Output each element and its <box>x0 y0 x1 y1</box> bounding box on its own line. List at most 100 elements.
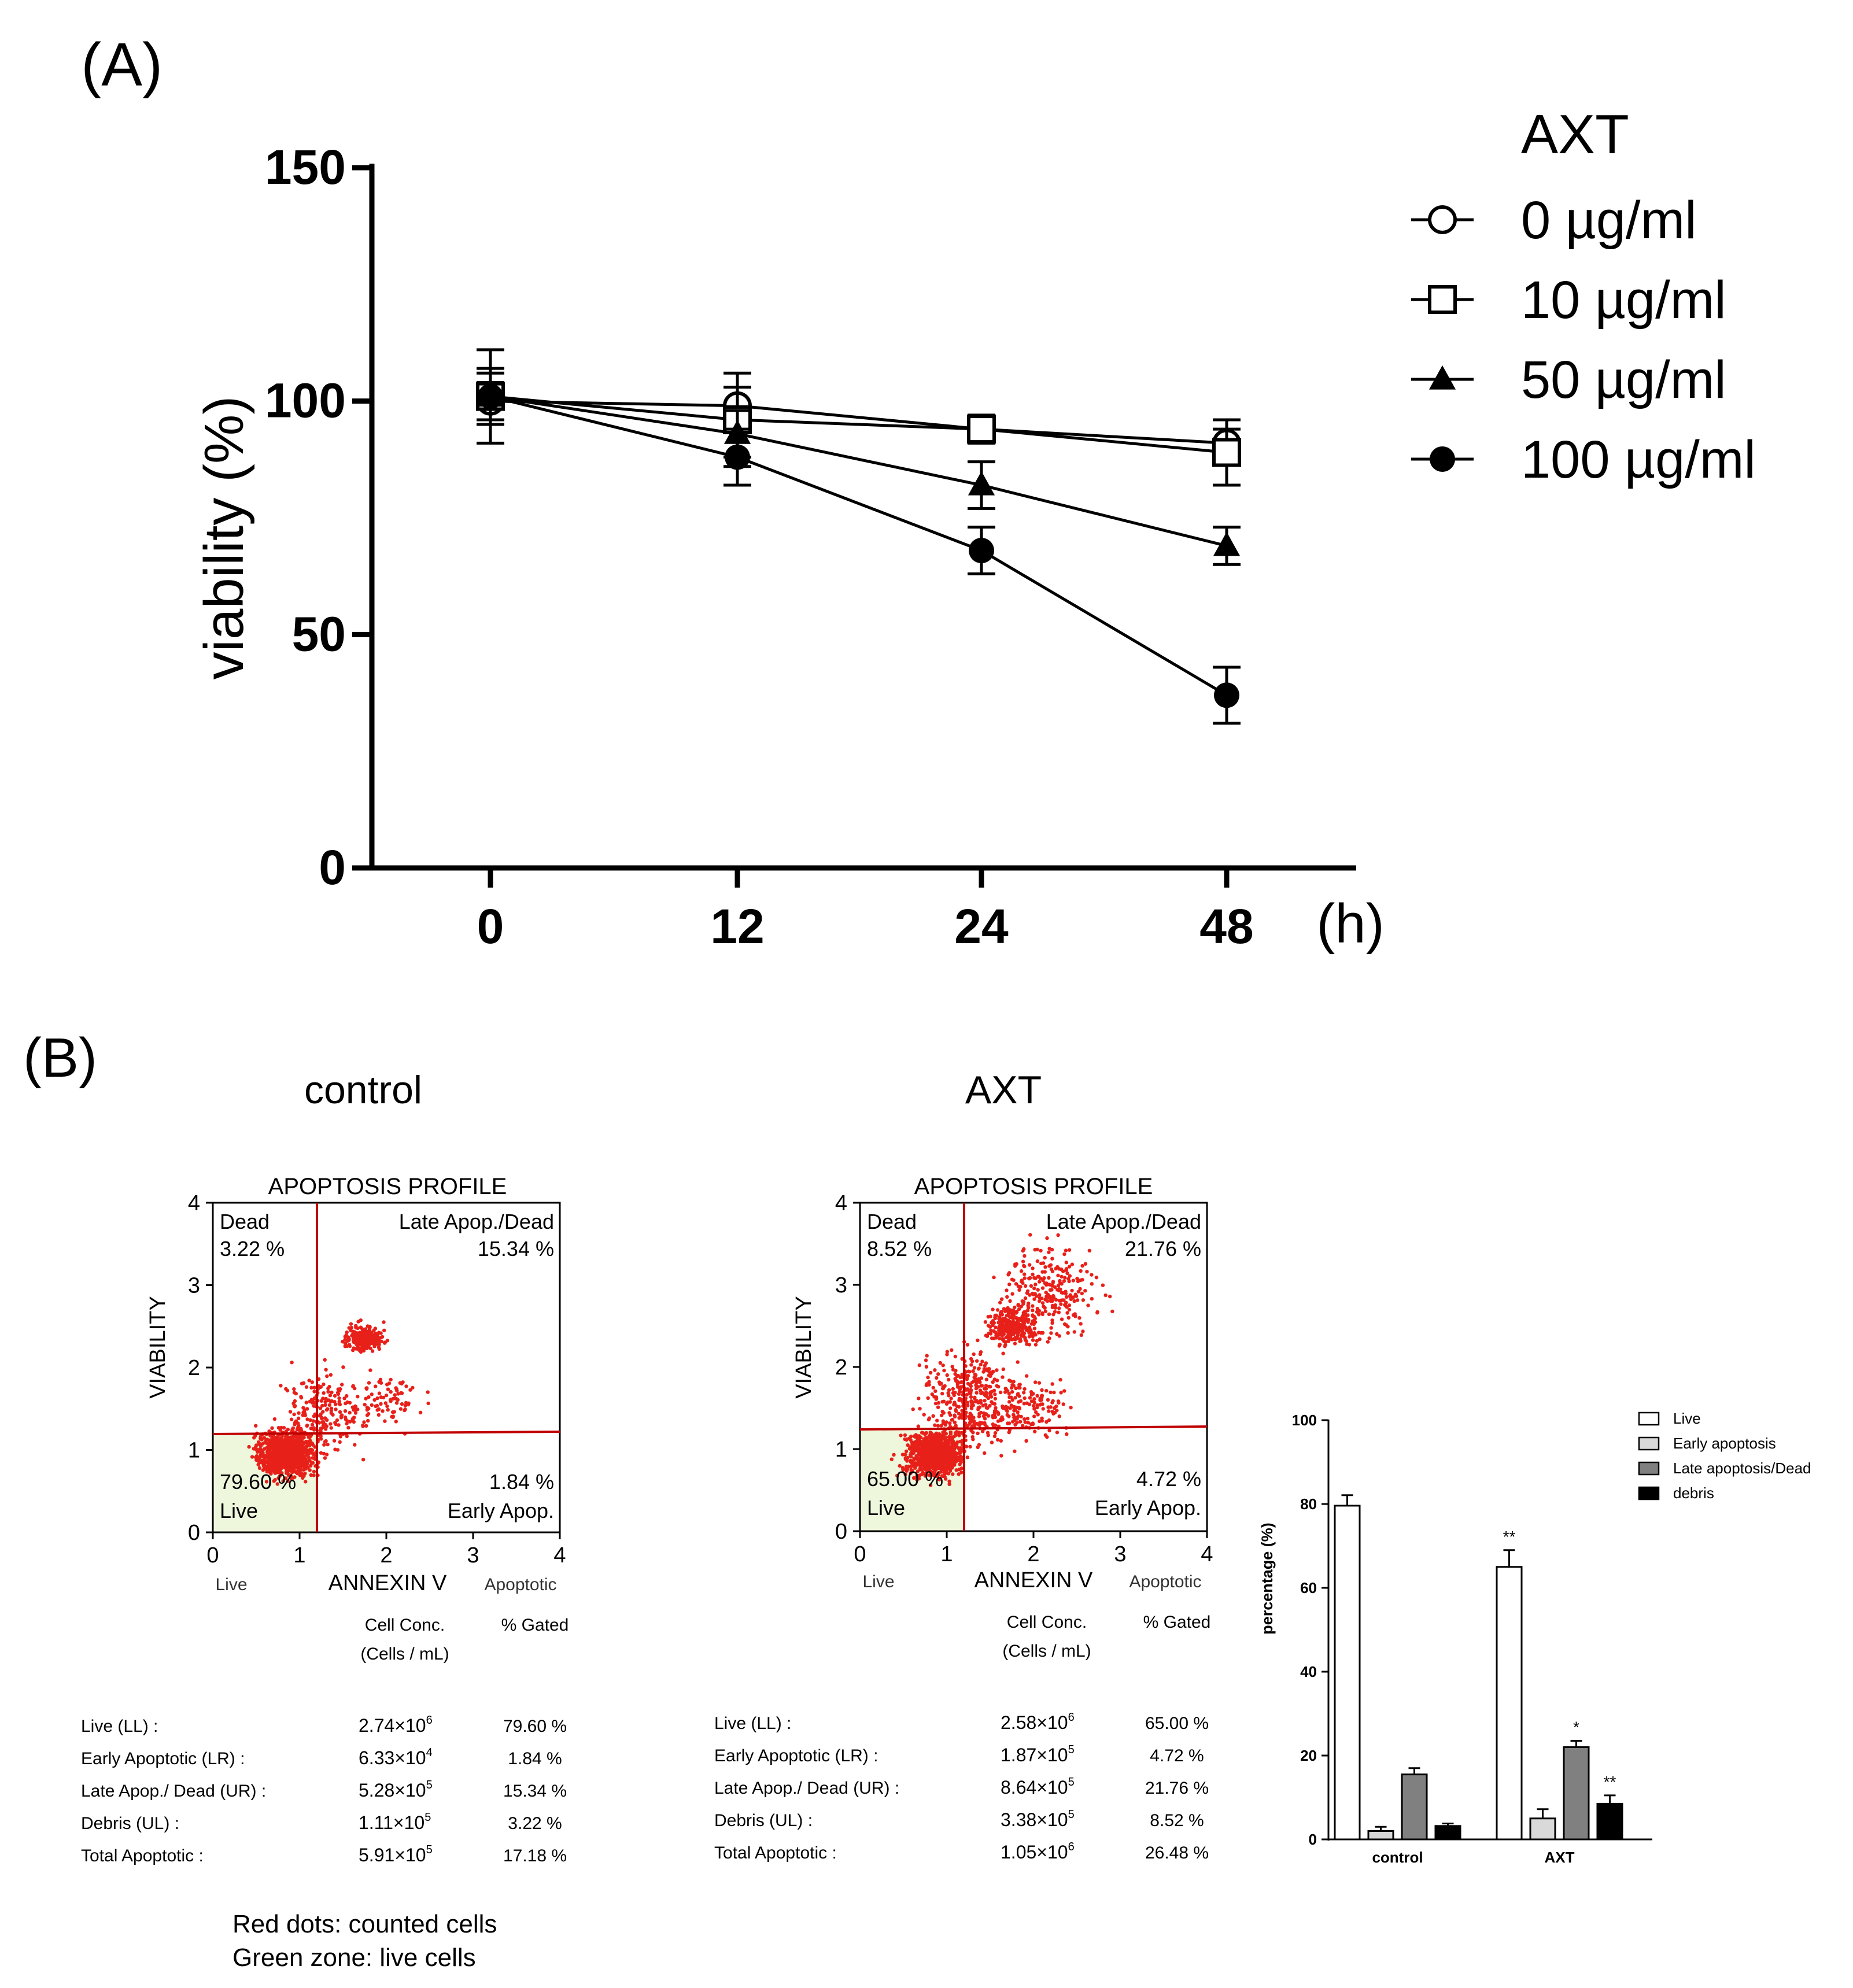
row-label: Total Apoptotic : <box>81 1846 204 1865</box>
cell-dot <box>943 1457 947 1462</box>
legend-label: Live <box>1673 1410 1701 1427</box>
cell-dot <box>286 1472 291 1477</box>
cell-dot <box>1095 1311 1099 1315</box>
x-tick-label: 2 <box>1027 1542 1039 1566</box>
cell-dot <box>320 1403 324 1408</box>
cell-dot <box>1032 1414 1036 1418</box>
cell-dot <box>312 1414 316 1418</box>
cell-dot <box>1014 1330 1018 1335</box>
cell-dot <box>1018 1383 1022 1387</box>
cell-dot <box>1053 1285 1057 1289</box>
cell-dot <box>357 1334 361 1338</box>
x-tick-label: 0 <box>477 899 504 954</box>
cell-dot <box>942 1399 946 1403</box>
cell-dot <box>957 1405 961 1409</box>
cell-dot <box>932 1461 936 1465</box>
cell-dot <box>1018 1285 1023 1289</box>
cell-dot <box>909 1471 913 1475</box>
cell-dot <box>1057 1287 1061 1291</box>
cell-dot <box>272 1442 276 1446</box>
cell-dot <box>957 1430 961 1435</box>
cell-dot <box>997 1336 1002 1341</box>
cell-dot <box>1033 1343 1038 1347</box>
series <box>477 367 1241 566</box>
cell-dot <box>1007 1414 1011 1418</box>
cell-dot <box>308 1441 312 1445</box>
bar-rect <box>1367 1830 1394 1841</box>
cell-dot <box>983 1451 987 1455</box>
cell-dot <box>293 1475 297 1479</box>
cell-dot <box>911 1476 916 1480</box>
cell-dot <box>318 1428 322 1433</box>
cell-dot <box>1016 1410 1020 1414</box>
panel-b-label: (B) <box>23 1027 97 1089</box>
cell-dot <box>305 1462 309 1466</box>
cell-dot <box>328 1394 333 1398</box>
cell-dot <box>301 1453 305 1457</box>
q-dead-pct: 3.22 % <box>220 1237 285 1261</box>
cell-dot <box>931 1452 935 1456</box>
y-tick-label: 4 <box>188 1191 200 1215</box>
cell-dot <box>312 1426 316 1430</box>
cell-dot <box>1012 1409 1016 1413</box>
cell-dot <box>311 1419 315 1423</box>
cell-dot <box>998 1343 1002 1347</box>
cell-dot <box>1051 1399 1055 1403</box>
cell-dot <box>1027 1325 1032 1329</box>
cell-dot <box>287 1468 292 1472</box>
cell-dot <box>1006 1331 1010 1335</box>
cell-dot <box>1040 1286 1045 1290</box>
cell-dot <box>276 1476 280 1480</box>
cell-dot <box>969 1429 974 1433</box>
legend-label: Early apoptosis <box>1673 1435 1776 1452</box>
cell-dot <box>933 1389 937 1394</box>
footnote-red-dots: Red dots: counted cells <box>232 1910 497 1938</box>
cell-dot <box>1010 1292 1014 1296</box>
cell-dot <box>1028 1396 1032 1400</box>
y-tick-label: 2 <box>835 1355 847 1380</box>
cell-dot <box>254 1455 258 1459</box>
cell-dot <box>953 1431 958 1435</box>
cell-dot <box>289 1454 293 1458</box>
cell-dot <box>1039 1261 1043 1266</box>
cell-dot <box>393 1393 397 1397</box>
cell-dot <box>1005 1409 1009 1413</box>
q-live-label: Live <box>867 1496 905 1520</box>
cell-dot <box>310 1380 314 1384</box>
cell-dot <box>1070 1262 1075 1266</box>
cell-dot <box>326 1407 330 1411</box>
table-head-conc-unit: (Cells / mL) <box>1002 1642 1091 1661</box>
x-tick-label: control <box>1372 1849 1423 1866</box>
series-line <box>490 395 1228 697</box>
cell-dot <box>291 1426 295 1430</box>
cell-dot <box>379 1395 383 1399</box>
cell-dot <box>299 1395 303 1399</box>
cell-dot <box>324 1424 329 1428</box>
cell-dot <box>936 1424 940 1428</box>
cell-dot <box>352 1346 356 1350</box>
cell-dot <box>946 1461 951 1465</box>
cell-dot <box>989 1328 993 1332</box>
cell-dot <box>1009 1315 1013 1320</box>
cell-dot <box>1045 1236 1049 1240</box>
cell-dot <box>279 1384 283 1388</box>
cell-dot <box>936 1443 940 1447</box>
cell-dot <box>324 1453 329 1457</box>
cell-dot <box>356 1326 360 1331</box>
cell-dot <box>959 1466 964 1470</box>
cell-dot <box>937 1477 942 1481</box>
row-gated: 79.60 % <box>503 1717 567 1736</box>
point-marker <box>969 538 994 564</box>
q-late-pct: 21.76 % <box>1125 1237 1201 1261</box>
cell-dot <box>1080 1291 1084 1296</box>
cell-dot <box>947 1479 951 1483</box>
cell-dot <box>994 1330 998 1335</box>
cell-dot <box>368 1368 372 1372</box>
cell-dot <box>1057 1310 1061 1314</box>
cell-dot <box>333 1421 337 1425</box>
cell-dot <box>1079 1269 1083 1273</box>
cell-dot <box>308 1468 312 1472</box>
cell-dot <box>1031 1309 1035 1313</box>
cell-dot <box>297 1411 301 1415</box>
cell-dot <box>274 1453 279 1457</box>
